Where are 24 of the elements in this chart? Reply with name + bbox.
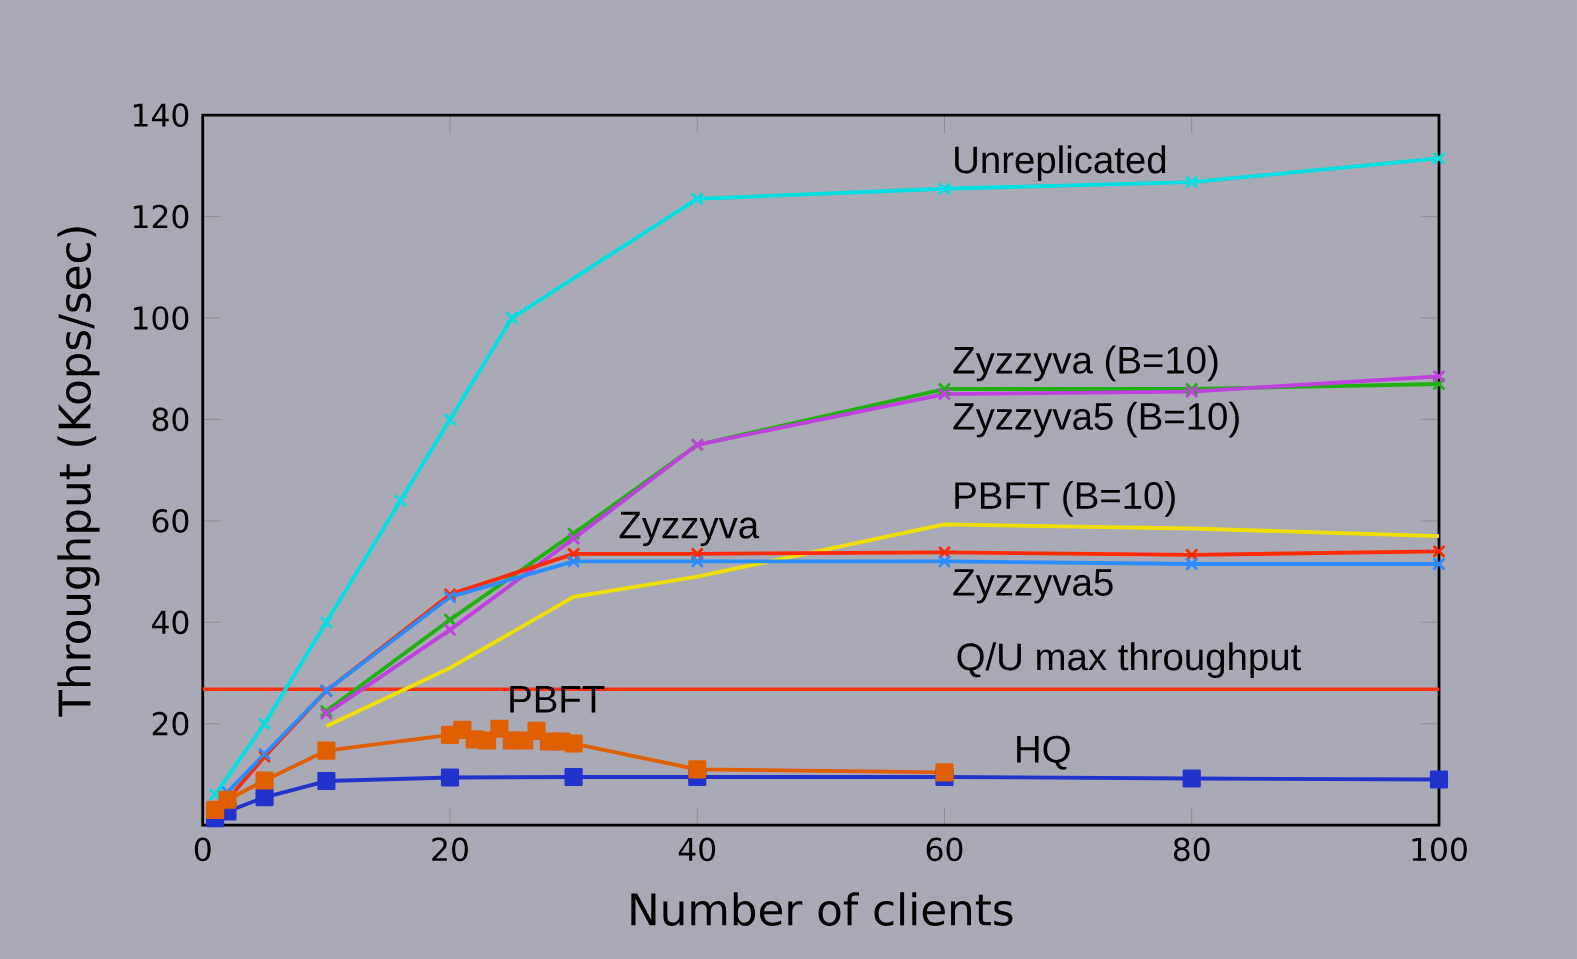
x-tick-label: 40 <box>678 837 716 862</box>
x-tick-label: 100 <box>1412 837 1467 862</box>
series-label: Zyzzyva5 (B=10) <box>953 401 1239 438</box>
y-tick-label: 80 <box>152 407 189 432</box>
y-tick-label: 140 <box>133 103 189 127</box>
x-tick-label: 60 <box>926 837 963 862</box>
x-tick-label: 0 <box>194 837 211 862</box>
y-tick-label: 60 <box>152 508 189 533</box>
y-tick-label: 100 <box>133 306 189 330</box>
series-label: Zyzzyva5 <box>953 569 1113 604</box>
y-tick-label: 40 <box>151 610 189 635</box>
series-label: PBFT <box>510 685 605 713</box>
series-label: Unreplicated <box>955 145 1166 181</box>
ref-line-label: Q/U max throughput <box>957 642 1301 678</box>
y-axis-title: Throughput (Kops/sec) <box>57 227 100 717</box>
y-tick-label: 120 <box>133 204 189 229</box>
x-tick-label: 80 <box>1173 837 1210 862</box>
series-label: PBFT (B=10) <box>955 480 1175 517</box>
y-tick-label: 20 <box>152 711 189 736</box>
series-label: Zyzzyva (B=10) <box>953 345 1218 382</box>
series-label: HQ <box>1017 735 1070 770</box>
x-axis-title: Number of clients <box>631 892 1013 926</box>
x-tick-label: 20 <box>432 837 468 862</box>
series-label: Zyzzyva <box>619 511 760 547</box>
